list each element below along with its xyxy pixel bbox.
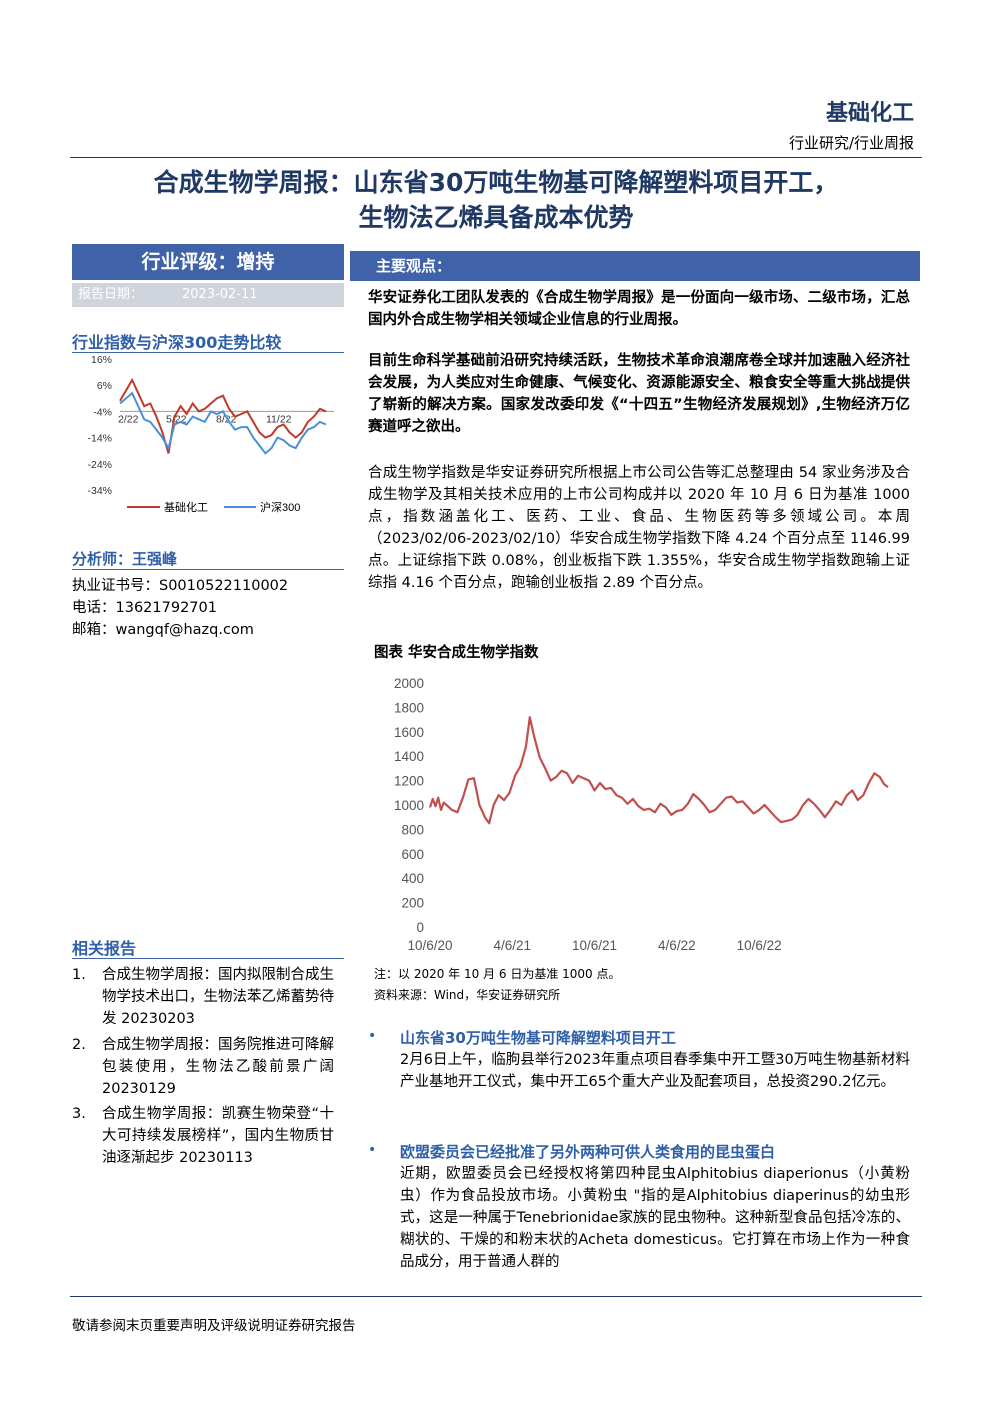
related-report-text: 合成生物学周报：凯赛生物荣登“十大可持续发展榜样”，国内生物质甘油逐渐起步 20… <box>102 1106 334 1166</box>
header-rule <box>70 157 922 158</box>
mini-x-tick-label: 8/22 <box>216 413 237 425</box>
mini-y-tick-label: 6% <box>97 380 112 392</box>
report-title-line1: 合成生物学周报：山东省30万吨生物基可降解塑料项目开工， <box>153 168 839 197</box>
chart-source: 资料来源：Wind，华安证券研究所 <box>374 988 561 1002</box>
rating-label: 行业评级：增持 <box>141 251 275 273</box>
background-paragraph: 目前生命科学基础前沿研究持续活跃，生物技术革命浪潮席卷全球并加速融入经济社会发展… <box>368 353 910 435</box>
analyst-phone: 电话：13621792701 <box>72 600 217 616</box>
key-points-banner: 主要观点： <box>350 251 920 281</box>
x-tick-label: 10/6/21 <box>572 938 617 953</box>
sector-title: 基础化工 <box>825 100 914 126</box>
y-tick-label: 1800 <box>394 700 424 715</box>
news1-title: 山东省30万吨生物基可降解塑料项目开工 <box>400 1029 676 1047</box>
legend-label-2: 沪深300 <box>260 500 300 514</box>
report-category: 行业研究/行业周报 <box>788 134 914 152</box>
y-tick-label: 1000 <box>394 798 424 813</box>
related-reports-title: 相关报告 <box>72 939 137 958</box>
mini-y-tick-label: -34% <box>87 485 112 497</box>
intro-paragraph: 华安证券化工团队发表的《合成生物学周报》是一份面向一级市场、二级市场，汇总国内外… <box>368 290 910 328</box>
x-tick-label: 10/6/22 <box>737 938 782 953</box>
series-basic-chemicals <box>119 377 327 454</box>
related-report-text: 合成生物学周报：国内拟限制合成生物学技术出口，生物法苯乙烯蓄势待发 202302… <box>102 967 334 1027</box>
mini-y-tick-label: -14% <box>87 433 112 445</box>
related-report-num: 3. <box>72 1106 86 1122</box>
news2-title: 欧盟委员会已经批准了另外两种可供人类食用的昆虫蛋白 <box>400 1143 776 1161</box>
report-date: 2023-02-11 <box>182 287 258 302</box>
mini-index-chart: 16%6%-4%-14%-24%-34% 2/22 5/22 8/22 11/22 基… <box>87 354 334 514</box>
report-title-line2: 生物法乙烯具备成本优势 <box>358 203 634 232</box>
series-csi300 <box>119 391 327 455</box>
y-tick-label: 1400 <box>394 749 424 764</box>
mini-x-tick-label: 11/22 <box>266 413 292 425</box>
y-tick-label: 1200 <box>394 774 424 789</box>
report-date-label: 报告日期： <box>78 287 144 302</box>
y-tick-label: 2000 <box>394 676 424 691</box>
x-tick-label: 4/6/22 <box>658 938 696 953</box>
news2-body: 近期，欧盟委员会已经授权将第四种昆虫Alphitobius diaperionu… <box>400 1166 910 1270</box>
analyst-label: 分析师：王强峰 <box>72 550 178 568</box>
bullet-icon: • <box>368 1028 377 1044</box>
news1-body: 2月6日上午，临朐县举行2023年重点项目春季集中开工暨30万吨生物基新材料产业… <box>400 1052 910 1090</box>
related-report-num: 2. <box>72 1037 86 1053</box>
y-tick-label: 400 <box>401 871 424 886</box>
synbio-index-chart: 0 200 400 600 800 1000 1200 1400 1600 1800 2000 10… <box>394 676 889 953</box>
y-tick-label: 800 <box>401 822 424 837</box>
x-tick-label: 10/6/20 <box>407 938 452 953</box>
related-rule <box>72 958 344 959</box>
legend-label-1: 基础化工 <box>164 500 208 514</box>
bullet-icon: • <box>368 1142 377 1158</box>
y-tick-label: 0 <box>416 920 424 935</box>
analyst-rule <box>72 569 344 570</box>
index-compare-rule <box>72 352 344 353</box>
related-report-item[interactable]: 1. 合成生物学周报：国内拟限制合成生物学技术出口，生物法苯乙烯蓄势待发 202… <box>72 964 334 1030</box>
footer-rule <box>70 1296 922 1297</box>
y-tick-label: 600 <box>401 847 424 862</box>
rating-banner: 行业评级：增持 <box>72 244 344 280</box>
y-tick-label: 1600 <box>394 725 424 740</box>
footer-disclaimer: 敬请参阅末页重要声明及评级说明证券研究报告 <box>72 1318 356 1334</box>
analyst-email: 邮箱：wangqf@hazq.com <box>72 622 254 638</box>
y-tick-label: 200 <box>401 896 424 911</box>
index-summary-paragraph: 合成生物学指数是华安证券研究所根据上市公司公告等汇总整理由 54 家业务涉及合成… <box>368 465 910 591</box>
key-points-label: 主要观点： <box>376 257 452 275</box>
mini-y-tick-label: -4% <box>93 406 112 418</box>
mini-y-tick-label: 16% <box>91 354 112 366</box>
report-date-row: 报告日期： 2023-02-11 <box>72 283 344 307</box>
index-compare-title: 行业指数与沪深300走势比较 <box>72 333 282 352</box>
chart-title: 图表 华安合成生物学指数 <box>374 645 539 661</box>
x-tick-label: 4/6/21 <box>494 938 532 953</box>
series-synbio-index <box>428 716 889 825</box>
related-report-item[interactable]: 2. 合成生物学周报：国务院推进可降解包装使用，生物法乙酸前景广阔 202301… <box>72 1034 334 1100</box>
related-report-text: 合成生物学周报：国务院推进可降解包装使用，生物法乙酸前景广阔 20230129 <box>102 1037 334 1097</box>
mini-y-tick-label: -24% <box>87 459 112 471</box>
related-report-num: 1. <box>72 967 86 983</box>
analyst-cert: 执业证书号：S0010522110002 <box>72 578 289 594</box>
chart-note: 注：以 2020 年 10 月 6 日为基准 1000 点。 <box>374 967 621 981</box>
related-report-item[interactable]: 3. 合成生物学周报：凯赛生物荣登“十大可持续发展榜样”，国内生物质甘油逐渐起步… <box>72 1103 334 1193</box>
mini-x-tick-label: 2/22 <box>118 413 139 425</box>
